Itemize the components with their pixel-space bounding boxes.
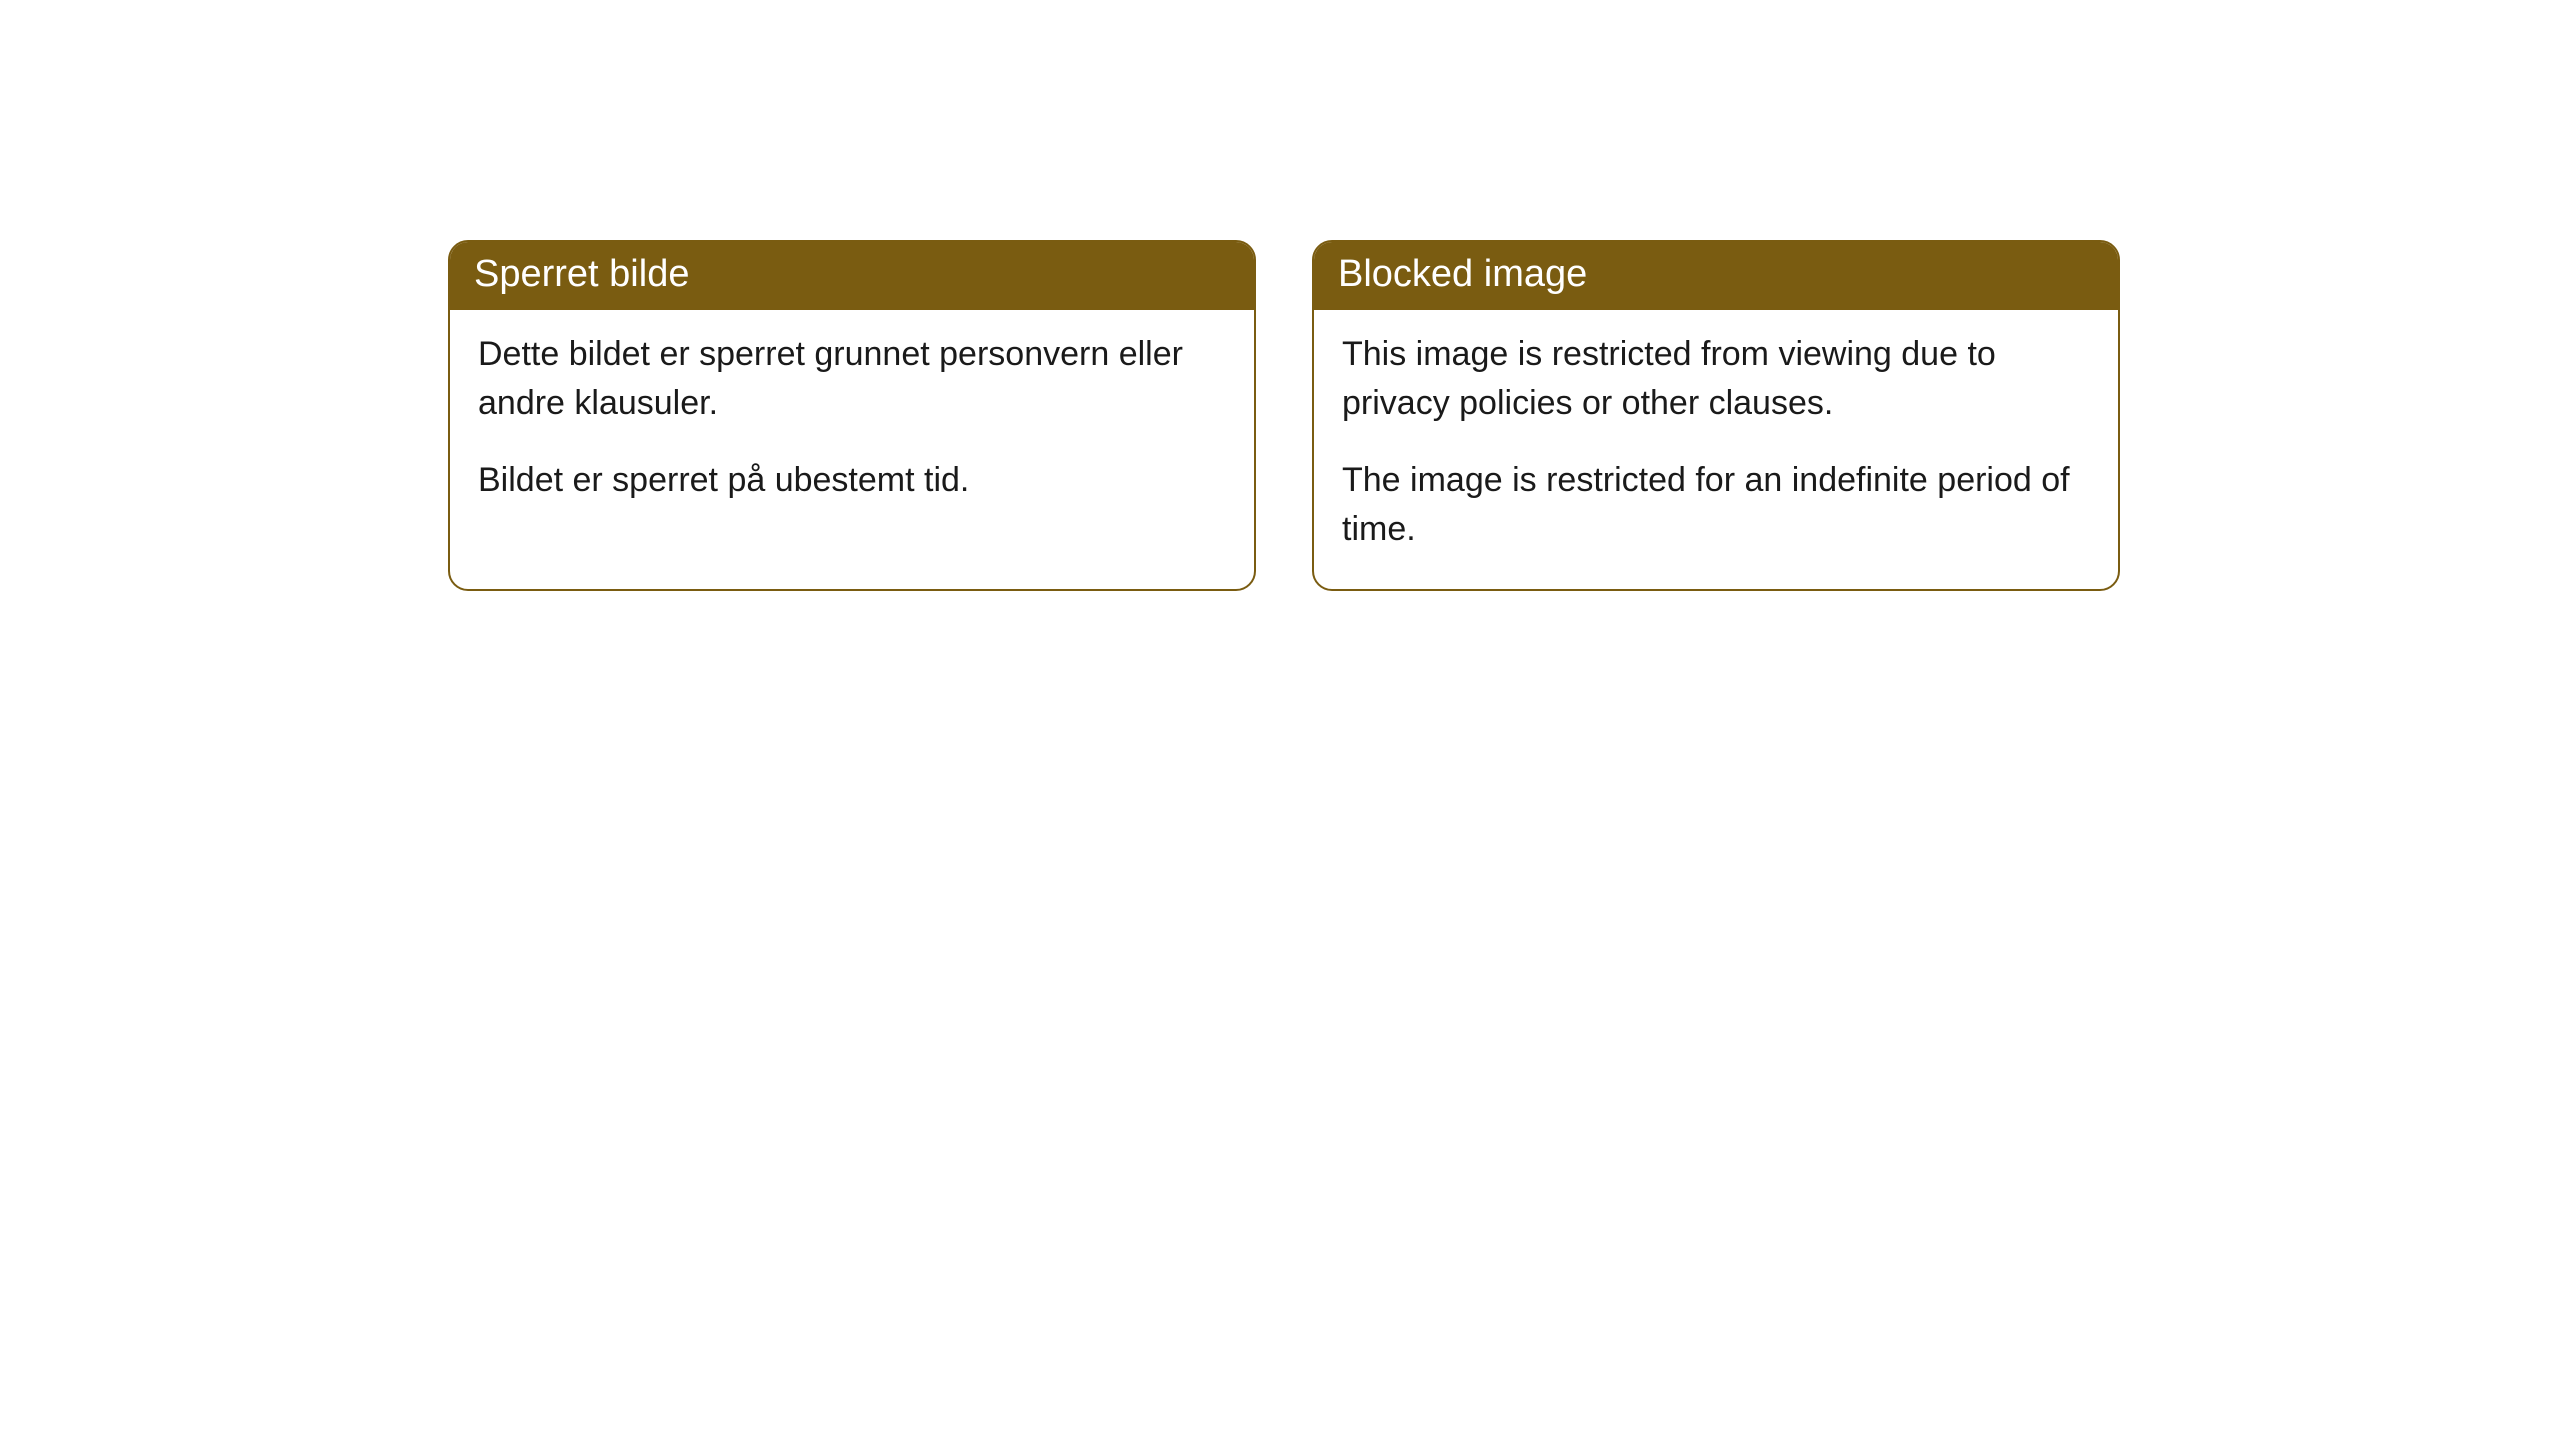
notice-container: Sperret bilde Dette bildet er sperret gr…: [0, 0, 2560, 591]
card-body: Dette bildet er sperret grunnet personve…: [450, 310, 1254, 540]
notice-text-2: Bildet er sperret på ubestemt tid.: [478, 456, 1226, 505]
card-header: Sperret bilde: [450, 242, 1254, 310]
notice-text-1: This image is restricted from viewing du…: [1342, 330, 2090, 429]
notice-text-2: The image is restricted for an indefinit…: [1342, 456, 2090, 555]
notice-text-1: Dette bildet er sperret grunnet personve…: [478, 330, 1226, 429]
notice-card-english: Blocked image This image is restricted f…: [1312, 240, 2120, 591]
card-body: This image is restricted from viewing du…: [1314, 310, 2118, 589]
card-header: Blocked image: [1314, 242, 2118, 310]
notice-card-norwegian: Sperret bilde Dette bildet er sperret gr…: [448, 240, 1256, 591]
